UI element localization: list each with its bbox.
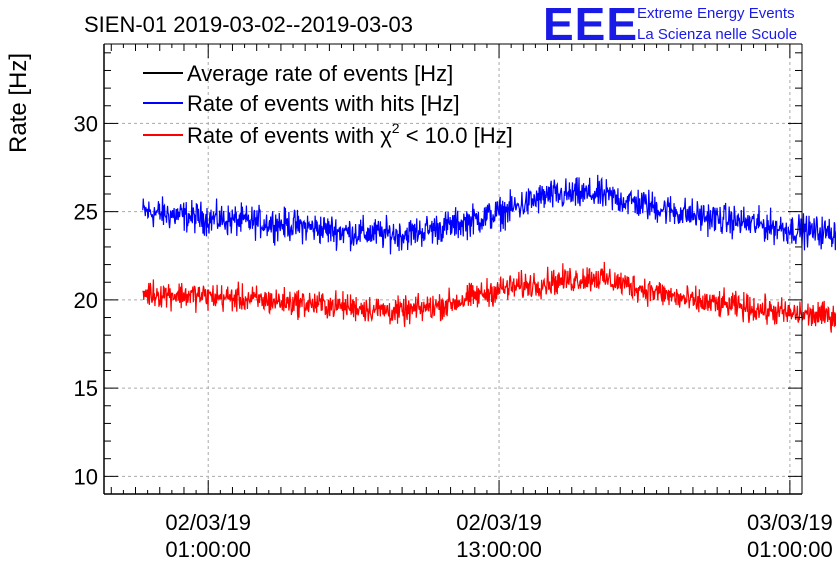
y-tick-label-15: 15: [74, 376, 98, 401]
x-tick-date-1: 02/03/19: [456, 510, 542, 535]
y-tick-label-30: 30: [74, 111, 98, 136]
legend-chi2-superscript: 2: [392, 120, 400, 136]
eee-logo: EEE Extreme Energy Events La Scienza nel…: [543, 0, 797, 50]
legend-chi2-pre: Rate of events with: [187, 123, 380, 148]
x-tick-time-2: 01:00:00: [747, 537, 833, 562]
logo-letters: EEE: [543, 0, 638, 50]
y-tick-label-25: 25: [74, 200, 98, 225]
chart-title: SIEN-01 2019-03-02--2019-03-03: [84, 12, 413, 37]
legend: Average rate of events [Hz] Rate of even…: [143, 61, 513, 148]
y-tick-label-10: 10: [74, 464, 98, 489]
legend-label-average: Average rate of events [Hz]: [187, 61, 453, 86]
data-series: [142, 174, 836, 333]
x-tick-date-0: 02/03/19: [165, 510, 251, 535]
logo-line-2: La Scienza nelle Scuole: [637, 26, 797, 43]
y-axis-label: Rate [Hz]: [5, 53, 32, 153]
grid-lines: [104, 44, 802, 494]
tick-labels: 101520253002/03/1901:00:0002/03/1913:00:…: [74, 111, 833, 562]
legend-label-chi2: Rate of events with χ2 < 10.0 [Hz]: [187, 120, 513, 148]
legend-label-hits: Rate of events with hits [Hz]: [187, 91, 460, 116]
x-tick-time-1: 13:00:00: [456, 537, 542, 562]
legend-chi2-post: < 10.0 [Hz]: [400, 123, 513, 148]
legend-chi2-symbol: χ: [380, 123, 392, 148]
x-tick-time-0: 01:00:00: [165, 537, 251, 562]
x-tick-date-2: 03/03/19: [747, 510, 833, 535]
series-line-0: [142, 174, 836, 255]
logo-line-1: Extreme Energy Events: [637, 5, 795, 22]
y-tick-label-20: 20: [74, 288, 98, 313]
axes: [103, 43, 803, 495]
series-line-1: [142, 261, 836, 333]
